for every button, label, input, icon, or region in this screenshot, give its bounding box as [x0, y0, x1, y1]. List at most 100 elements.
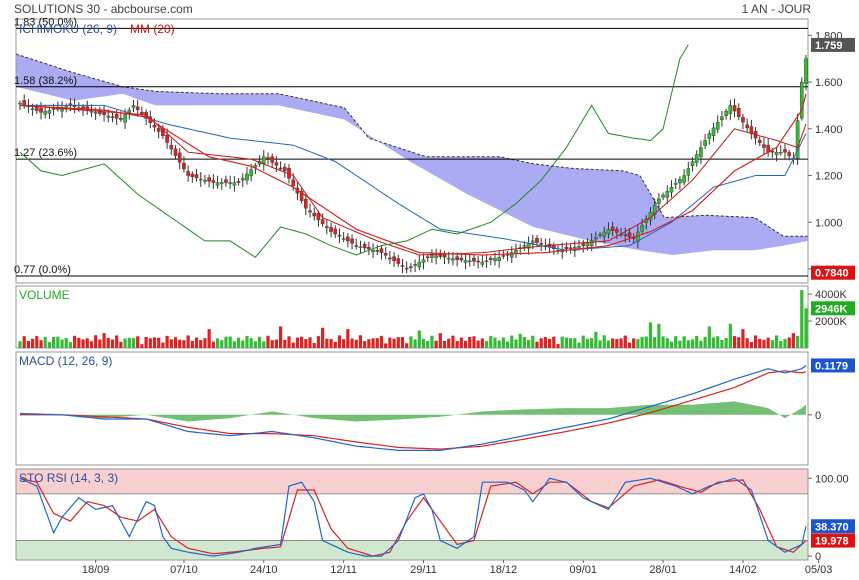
candle-159	[686, 168, 691, 176]
volume-badge-0: 2946K	[815, 303, 847, 315]
volume-bar-129	[560, 336, 564, 348]
volume-bar-56	[253, 341, 257, 348]
cloud-span-a	[15, 53, 808, 237]
sto-badge-1-bg	[811, 533, 855, 548]
volume-bar-145	[627, 342, 632, 348]
volume-bar-5	[39, 340, 43, 348]
volume-bar-87	[384, 343, 388, 348]
volume-bar-154	[665, 338, 669, 348]
volume-bar-175	[753, 335, 758, 348]
candle-171	[736, 108, 741, 117]
x-tick-7: 28/01	[649, 564, 677, 576]
candle-113	[493, 258, 497, 262]
volume-bar-92	[405, 343, 409, 348]
candle-103	[451, 258, 455, 261]
sto-panel-frame	[15, 468, 809, 561]
volume-bar-181	[779, 341, 783, 348]
volume-bar-91	[400, 337, 405, 348]
candle-82	[362, 244, 367, 249]
volume-bar-63	[283, 339, 287, 348]
candle-92	[404, 267, 409, 270]
volume-bar-48	[220, 340, 224, 348]
price-tick-2: 1.400	[815, 124, 843, 136]
volume-bar-81	[358, 335, 363, 348]
volume-bar-137	[594, 331, 598, 348]
candle-134	[581, 243, 586, 246]
volume-bar-41	[190, 340, 194, 348]
candle-186	[799, 81, 804, 119]
tenkan-line	[19, 104, 807, 256]
volume-bar-52	[236, 337, 241, 348]
candle-50	[228, 182, 232, 184]
candle-20	[102, 111, 106, 115]
volume-bar-79	[350, 338, 354, 348]
chikou-line	[19, 44, 689, 258]
volume-bar-34	[161, 342, 165, 348]
candle-158	[682, 175, 686, 183]
candle-142	[615, 229, 619, 233]
candle-96	[421, 259, 426, 263]
candle-109	[476, 260, 480, 263]
chart-title: SOLUTIONS 30 - abcbourse.com	[14, 2, 193, 16]
volume-bar-44	[203, 338, 207, 348]
volume-tick-1: 2000K	[815, 316, 847, 328]
candle-106	[463, 260, 468, 263]
candle-122	[530, 240, 535, 244]
volume-bar-99	[434, 340, 438, 348]
candle-32	[152, 124, 157, 128]
candle-163	[703, 140, 707, 147]
candle-55	[249, 169, 253, 177]
volume-bar-13	[73, 335, 77, 348]
candle-44	[203, 180, 207, 182]
volume-bar-176	[758, 338, 762, 348]
candle-5	[39, 108, 43, 113]
volume-bar-95	[417, 330, 421, 348]
price-tick-4: 1.000	[815, 217, 843, 229]
candle-25	[123, 114, 127, 123]
candle-130	[564, 246, 569, 249]
volume-bar-31	[148, 338, 152, 348]
candle-43	[198, 178, 203, 181]
candle-167	[720, 116, 724, 120]
candle-141	[610, 226, 615, 232]
volume-bar-138	[598, 340, 602, 348]
candle-21	[106, 115, 111, 118]
candle-89	[392, 256, 396, 262]
candle-38	[177, 152, 182, 163]
candle-88	[388, 257, 392, 260]
volume-bar-80	[354, 339, 358, 348]
volume-bar-32	[152, 337, 157, 348]
candle-24	[119, 117, 123, 120]
volume-bar-71	[316, 336, 321, 348]
volume-bar-98	[430, 335, 434, 348]
candle-73	[325, 226, 329, 228]
volume-bar-28	[136, 336, 140, 348]
volume-bar-183	[787, 337, 791, 348]
candle-170	[732, 105, 737, 112]
candle-87	[383, 253, 388, 256]
volume-bar-124	[539, 338, 543, 348]
volume-bar-166	[716, 336, 720, 348]
volume-bar-68	[304, 339, 308, 348]
sto-zone-overbought	[16, 469, 808, 494]
volume-bar-21	[106, 337, 110, 348]
sto-zone-oversold	[16, 540, 808, 560]
volume-bar-178	[766, 337, 770, 348]
candle-152	[657, 198, 661, 204]
candle-53	[240, 178, 245, 181]
candle-168	[724, 110, 728, 117]
candle-157	[678, 179, 682, 184]
volume-bar-162	[699, 340, 703, 348]
volume-bar-126	[548, 338, 552, 348]
candle-6	[43, 111, 48, 115]
candle-85	[375, 250, 380, 252]
volume-bar-106	[463, 340, 468, 348]
volume-bar-172	[741, 329, 745, 348]
volume-bar-62	[278, 326, 283, 348]
candle-164	[707, 133, 712, 139]
volume-bar-165	[711, 337, 716, 348]
candle-138	[598, 234, 602, 236]
candle-71	[316, 213, 321, 221]
volume-bar-134	[581, 335, 585, 348]
volume-bar-114	[497, 340, 501, 348]
